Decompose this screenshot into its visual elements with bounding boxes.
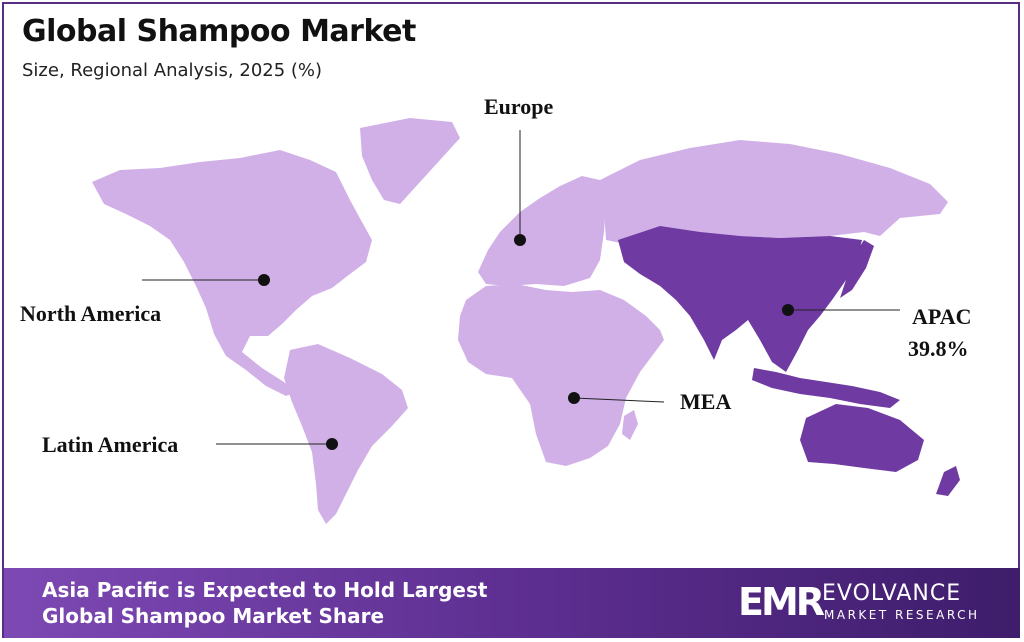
madagascar-landmass bbox=[622, 410, 638, 440]
greenland-landmass bbox=[360, 118, 460, 204]
mea-marker bbox=[568, 392, 580, 404]
mea-leader bbox=[573, 397, 665, 403]
apac-marker bbox=[782, 304, 794, 316]
maritime-asia-landmass bbox=[752, 368, 900, 408]
new-zealand-landmass bbox=[936, 466, 960, 496]
japan-landmass bbox=[840, 240, 874, 298]
footer-headline-line2: Global Shampoo Market Share bbox=[42, 604, 385, 628]
north-america-landmass bbox=[92, 150, 372, 396]
logo-name: EVOLVANCE bbox=[822, 581, 962, 606]
page-title: Global Shampoo Market bbox=[22, 14, 416, 49]
logo-mark: EMR bbox=[738, 580, 825, 624]
brand-logo: EMR EVOLVANCE MARKET RESEARCH bbox=[738, 578, 1008, 628]
footer-headline-line1: Asia Pacific is Expected to Hold Largest bbox=[42, 578, 488, 602]
footer-banner: Asia Pacific is Expected to Hold Largest… bbox=[4, 568, 1020, 638]
apac-label: APAC bbox=[912, 304, 971, 329]
south-america-landmass bbox=[284, 344, 408, 524]
apac-mainland-landmass bbox=[618, 226, 862, 372]
latin-america-marker bbox=[326, 438, 338, 450]
north-america-marker bbox=[258, 274, 270, 286]
europe-landmass bbox=[478, 176, 606, 286]
apac-share: 39.8% bbox=[908, 336, 969, 361]
footer-headline: Asia Pacific is Expected to Hold Largest… bbox=[42, 577, 642, 629]
australia-landmass bbox=[800, 404, 924, 472]
north-america-label: North America bbox=[20, 301, 161, 326]
latin-america-label: Latin America bbox=[42, 432, 178, 457]
europe-label: Europe bbox=[484, 94, 554, 119]
mea-label: MEA bbox=[680, 389, 731, 414]
logo-subtitle: MARKET RESEARCH bbox=[824, 608, 980, 622]
north-asia-landmass bbox=[600, 140, 948, 244]
africa-landmass bbox=[458, 284, 664, 466]
page-subtitle: Size, Regional Analysis, 2025 (%) bbox=[22, 60, 323, 81]
europe-marker bbox=[514, 234, 526, 246]
